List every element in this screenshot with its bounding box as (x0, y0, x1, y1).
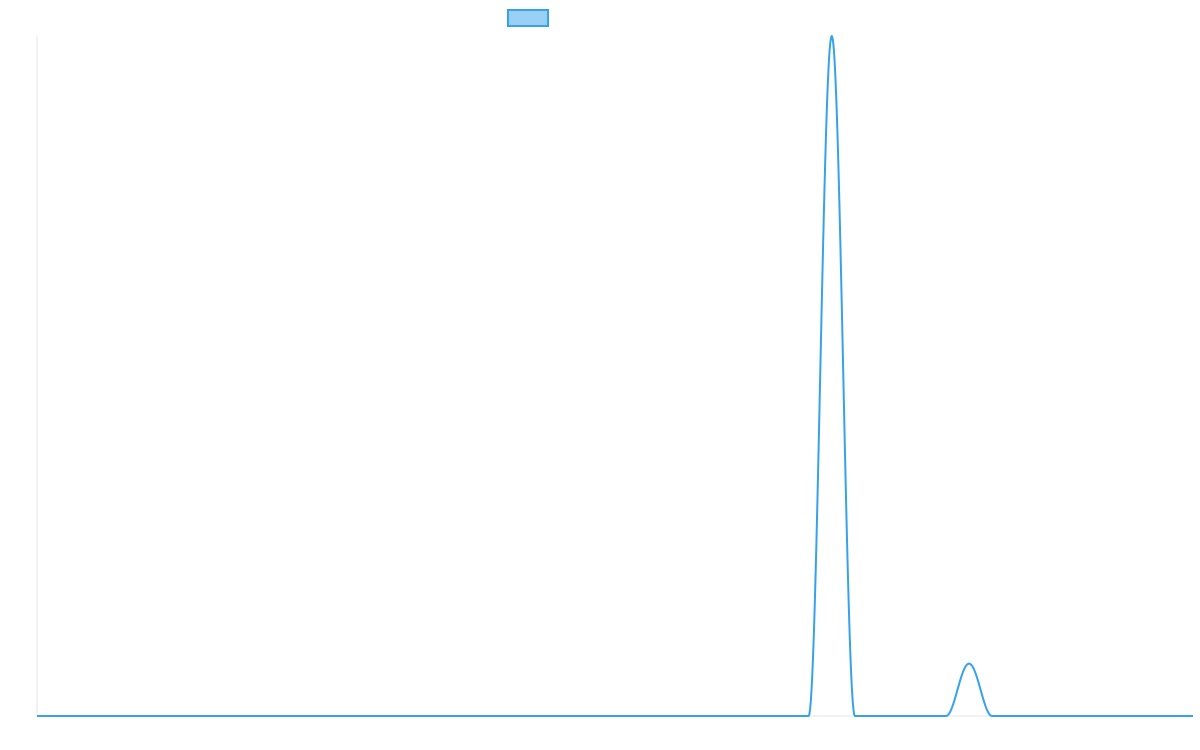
legend[interactable] (507, 9, 549, 27)
axes (36, 36, 1193, 717)
series-line (36, 35, 1194, 717)
legend-swatch[interactable] (507, 9, 549, 27)
plot-area (36, 35, 1194, 717)
